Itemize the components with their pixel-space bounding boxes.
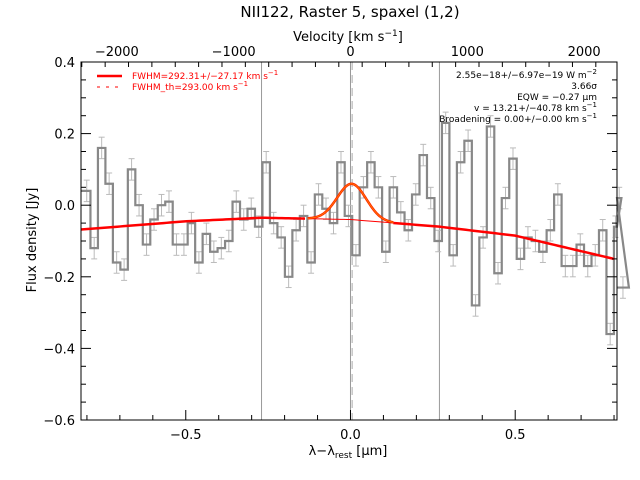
error-bars [83, 111, 626, 346]
x-tick-labels: −0.5 0.0 0.5 [170, 428, 526, 443]
continuum-thin-line [307, 218, 394, 224]
y-tick-label: 0.2 [54, 128, 75, 143]
continuum-fit-line [80, 216, 615, 261]
x-axis-label: λ−λrest [μm] [309, 444, 388, 461]
y-tick-labels: 0.4 0.2 0.0 −0.2 −0.4 −0.6 [43, 56, 75, 429]
x-tick-label: 0.0 [340, 428, 361, 443]
top-x-tick-label: −2000 [95, 45, 139, 60]
y-tick-label: −0.4 [43, 342, 75, 357]
top-x-tick-label: −1000 [212, 45, 256, 60]
annotation-flux: 2.55e−18+/−6.97e−19 W m−2 [456, 68, 597, 81]
annotation-eqw: EQW = −0.27 μm [517, 93, 597, 103]
chart-title: NII122, Raster 5, spaxel (1,2) [240, 3, 459, 21]
top-x-axis-label: Velocity [km s−1] [293, 29, 403, 45]
top-x-tick-label: 2000 [568, 45, 601, 60]
legend-label-fwhm: FWHM=292.31+/−27.17 km s−1 [132, 69, 278, 82]
top-x-tick-labels: −2000 −1000 0 1000 2000 [95, 45, 601, 60]
y-tick-label: −0.2 [43, 271, 75, 286]
top-x-tick-label: 1000 [451, 45, 484, 60]
reference-lines [261, 62, 440, 420]
top-x-tick-label: 0 [346, 45, 354, 60]
legend: FWHM=292.31+/−27.17 km s−1 FWHM_th=293.0… [97, 69, 278, 93]
gaussian-fit-highlight [307, 183, 394, 223]
spectrum-histogram [81, 121, 631, 336]
annotation-sigma: 3.66σ [571, 82, 597, 92]
y-axis-label: Flux density [Jy] [25, 188, 40, 293]
x-tick-label: −0.5 [170, 428, 202, 443]
y-tick-label: 0.0 [54, 199, 75, 214]
annotation-velocity: v = 13.21+/−40.78 km s−1 [474, 101, 597, 114]
x-tick-label: 0.5 [505, 428, 526, 443]
axis-ticks [81, 61, 617, 421]
y-tick-label: −0.6 [43, 414, 75, 429]
annotation-broadening: Broadening = 0.00+/−0.00 km s−1 [439, 112, 597, 125]
fit-annotations: 2.55e−18+/−6.97e−19 W m−2 3.66σ EQW = −0… [439, 68, 597, 125]
legend-label-fwhm-th: FWHM_th=293.00 km s−1 [132, 80, 248, 93]
y-tick-label: 0.4 [54, 56, 75, 71]
